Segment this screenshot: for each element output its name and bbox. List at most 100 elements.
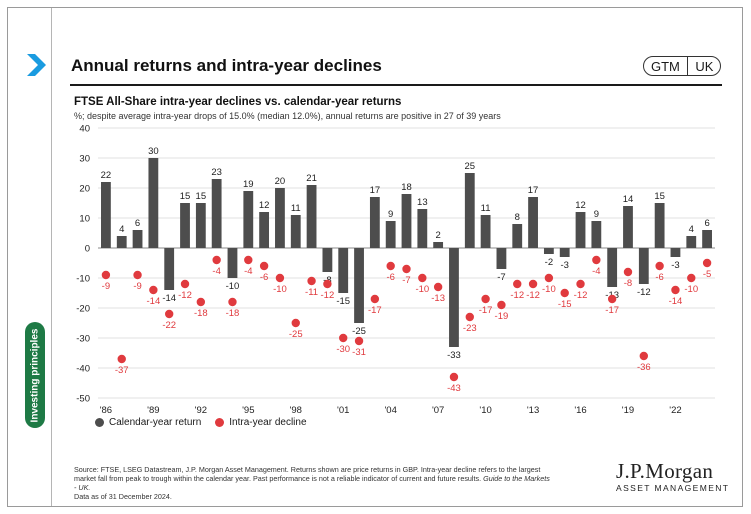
bar xyxy=(607,248,618,287)
bar-value-label: 12 xyxy=(575,200,586,211)
decline-dot xyxy=(149,285,158,295)
decline-dot xyxy=(386,261,395,271)
bar xyxy=(369,197,380,248)
bar xyxy=(354,248,364,323)
bar-value-label: -15 xyxy=(336,296,350,307)
bar-value-label: 20 xyxy=(275,176,286,187)
decline-dot xyxy=(465,312,474,322)
slide-frame xyxy=(7,7,743,507)
bar xyxy=(449,248,459,347)
decline-dot xyxy=(196,297,206,307)
decline-dot xyxy=(291,318,300,328)
decline-dot xyxy=(544,273,554,283)
decline-value-label: -14 xyxy=(147,296,161,307)
x-tick-label: '16 xyxy=(574,405,586,416)
bar-value-label: -10 xyxy=(226,281,240,292)
bar xyxy=(686,236,697,248)
decline-dot xyxy=(576,279,585,289)
x-tick-label: '92 xyxy=(195,405,207,416)
decline-dot xyxy=(339,333,348,343)
bar-value-label: 25 xyxy=(464,161,475,172)
bar-value-label: -12 xyxy=(637,287,651,298)
bar-value-label: -33 xyxy=(447,350,461,361)
decline-dot xyxy=(687,273,696,283)
bar xyxy=(401,194,412,248)
decline-value-label: -12 xyxy=(178,290,192,301)
x-tick-label: '95 xyxy=(242,405,254,416)
x-tick-label: '22 xyxy=(669,405,681,416)
bar-value-label: -14 xyxy=(162,293,176,304)
bar-value-label: 6 xyxy=(704,218,709,229)
decline-value-label: -13 xyxy=(431,293,445,304)
bar-value-label: 22 xyxy=(101,170,112,181)
decline-dot xyxy=(117,354,126,364)
chart-title: FTSE All-Share intra-year declines vs. c… xyxy=(74,96,402,108)
decline-dot xyxy=(244,255,253,265)
x-tick-label: '10 xyxy=(479,405,491,416)
y-tick-label: -40 xyxy=(76,364,90,375)
decline-value-label: -36 xyxy=(637,362,651,373)
decline-value-label: -10 xyxy=(542,284,556,295)
bar-value-label: 6 xyxy=(135,218,140,229)
decline-value-label: -17 xyxy=(368,305,382,316)
bar xyxy=(322,248,333,272)
bar xyxy=(575,212,586,248)
bar xyxy=(385,221,396,248)
section-tab[interactable]: Investing principles xyxy=(25,322,45,428)
chevron-right-icon[interactable] xyxy=(22,52,48,78)
x-tick-label: '86 xyxy=(100,405,112,416)
decline-dot xyxy=(560,288,569,298)
decline-value-label: -12 xyxy=(321,290,335,301)
decline-value-label: -11 xyxy=(305,287,318,298)
decline-value-label: -7 xyxy=(402,275,410,286)
footnote: Source: FTSE, LSEG Datastream, J.P. Morg… xyxy=(74,465,552,501)
decline-value-label: -12 xyxy=(510,290,524,301)
legend-swatch-dot xyxy=(215,418,225,427)
decline-value-label: -31 xyxy=(352,347,366,358)
bar-value-label: 19 xyxy=(243,179,254,190)
y-tick-label: 40 xyxy=(79,124,90,135)
decline-value-label: -10 xyxy=(684,284,698,295)
bar xyxy=(101,182,111,248)
bar-value-label: 30 xyxy=(148,146,159,157)
decline-dot xyxy=(497,300,506,310)
decline-dot xyxy=(418,273,427,283)
bar-value-label: -2 xyxy=(545,257,553,268)
decline-dot xyxy=(607,294,617,304)
x-tick-label: '13 xyxy=(527,405,539,416)
x-tick-label: '07 xyxy=(432,405,444,416)
decline-value-label: -10 xyxy=(415,284,429,295)
bar-value-label: 13 xyxy=(417,197,428,208)
decline-dot xyxy=(433,282,443,292)
bar xyxy=(528,197,538,248)
bar xyxy=(464,173,475,248)
decline-value-label: -18 xyxy=(194,308,208,319)
bar xyxy=(259,212,270,248)
bar xyxy=(243,191,254,248)
bar xyxy=(306,185,317,248)
bar xyxy=(211,179,222,248)
decline-value-label: -9 xyxy=(102,281,110,292)
decline-value-label: -43 xyxy=(447,383,461,394)
y-tick-label: -10 xyxy=(76,274,90,285)
decline-dot xyxy=(370,294,380,304)
decline-dot xyxy=(180,279,190,289)
bar-value-label: 15 xyxy=(180,191,191,202)
bar-value-label: -7 xyxy=(497,272,505,283)
decline-value-label: -6 xyxy=(260,272,268,283)
brand-subtitle: ASSET MANAGEMENT xyxy=(616,483,730,493)
bar-value-label: 17 xyxy=(370,185,381,196)
brand-logo: J.P.Morgan ASSET MANAGEMENT xyxy=(616,459,729,493)
bar xyxy=(116,236,127,248)
bar-value-label: 8 xyxy=(515,212,520,223)
decline-value-label: -4 xyxy=(592,266,600,277)
decline-value-label: -10 xyxy=(273,284,287,295)
bar-value-label: 2 xyxy=(435,230,440,241)
decline-value-label: -12 xyxy=(526,290,540,301)
bar-value-label: 11 xyxy=(481,203,491,214)
bar-value-label: 9 xyxy=(594,209,599,220)
x-tick-label: '89 xyxy=(147,405,159,416)
bar-value-label: -3 xyxy=(560,260,568,271)
decline-dot xyxy=(275,273,285,283)
